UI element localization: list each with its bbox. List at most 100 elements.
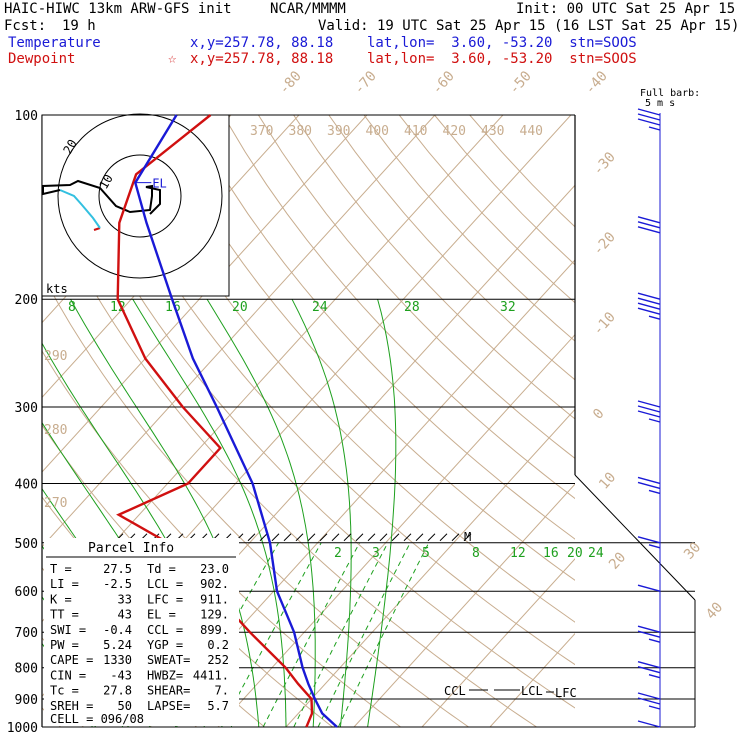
hodograph-trace-low	[93, 227, 101, 231]
valid-time: Valid: 19 UTC Sat 25 Apr 15 (16 LST Sat …	[318, 18, 740, 34]
wind-barb-flag	[637, 297, 661, 305]
barb-key-line1: Full barb:	[640, 88, 700, 99]
wind-barb-flag	[637, 536, 661, 544]
theta-label: 400	[366, 124, 389, 139]
wind-barb-half	[648, 705, 661, 710]
isotherm-label: -50	[506, 68, 535, 98]
fcst-value: 19 h	[62, 18, 96, 34]
hodograph-units: kts	[46, 282, 68, 296]
parcel-value: 252	[207, 653, 229, 667]
wind-barb-flag	[637, 476, 661, 485]
wind-barb-half	[648, 489, 661, 495]
ccl-label: CCL	[444, 684, 466, 698]
wind-barb-flag	[637, 630, 661, 638]
parcel-key: SWI =	[50, 623, 86, 637]
wind-barb-flag	[637, 400, 661, 408]
parcel-key: SREH =	[50, 699, 93, 713]
temperature-info: x,y=257.78, 88.18 lat,lon= 3.60, -53.20 …	[190, 35, 637, 51]
moist-adiabat-label: 24	[312, 300, 328, 315]
wind-barb-flag	[637, 108, 661, 116]
wind-barb-flag	[637, 221, 661, 229]
wind-barb-flag	[637, 307, 661, 315]
mixing-ratio-label: 24	[588, 546, 604, 561]
parcel-value: 899.	[200, 623, 229, 637]
parcel-value: 33	[118, 592, 132, 606]
parcel-key: LAPSE=	[147, 699, 190, 713]
hodograph-ring-label: 20	[60, 137, 79, 157]
wind-barb-half	[648, 315, 661, 320]
temperature-legend: Temperature	[8, 35, 101, 51]
wind-barb-flag	[637, 405, 661, 413]
isotherm-label: -30	[590, 149, 619, 179]
mixing-ratio-label: 2	[334, 546, 342, 561]
wind-barb-flag	[637, 661, 661, 669]
parcel-key: EL =	[147, 608, 176, 622]
pressure-tick-label: 700	[15, 626, 38, 641]
parcel-value: -43	[110, 668, 132, 682]
pressure-tick-label: 200	[15, 293, 38, 308]
parcel-value: 7.	[215, 684, 229, 698]
parcel-value: 911.	[200, 592, 229, 606]
hodograph-ring-label: 10	[96, 172, 115, 192]
mixing-ratio-label: 5	[422, 546, 430, 561]
isotherm-label: -20	[590, 229, 619, 259]
hodograph-trace-upper	[42, 179, 161, 215]
dewpoint-curve	[116, 114, 314, 728]
isotherm-label: -40	[582, 68, 611, 98]
parcel-value: 27.8	[103, 684, 132, 698]
mixing-ratio-label: 16	[543, 546, 559, 561]
parcel-key: YGP =	[147, 638, 183, 652]
parcel-key: LI =	[50, 577, 79, 591]
theta-label: 420	[443, 124, 466, 139]
fcst-label: Fcst:	[4, 18, 47, 34]
parcel-key: HWBZ=	[147, 668, 183, 682]
theta-label: 440	[520, 124, 543, 139]
parcel-value: 902.	[200, 577, 229, 591]
wind-barb-half	[648, 638, 661, 643]
moist-adiabat-label: 8	[68, 300, 76, 315]
dewpoint-info: x,y=257.78, 88.18 lat,lon= 3.60, -53.20 …	[190, 51, 637, 67]
isotherm-label: -10	[590, 309, 619, 339]
dewpoint-legend: Dewpoint	[8, 51, 76, 67]
wind-barb-flag	[637, 584, 661, 592]
isotherm-label: 10	[596, 469, 619, 492]
parcel-value: 0.2	[207, 638, 229, 652]
parcel-key: PW =	[50, 638, 79, 652]
parcel-value: 5.24	[103, 638, 132, 652]
wind-barb-flag	[637, 625, 661, 633]
parcel-key: LFC =	[147, 592, 183, 606]
parcel-value: 50	[118, 699, 132, 713]
wind-barb-flag	[637, 113, 661, 121]
moist-adiabat-label: 28	[404, 300, 420, 315]
mixing-ratio-label: 8	[472, 546, 480, 561]
pressure-tick-label: 400	[15, 477, 38, 492]
isotherm-label: 0	[590, 406, 608, 423]
wind-barb-flag	[637, 118, 661, 126]
theta-label: 370	[250, 124, 273, 139]
mixing-ratio-label: 12	[510, 546, 526, 561]
dewpoint-star: ☆	[168, 51, 177, 67]
theta-label: 410	[404, 124, 427, 139]
parcel-key: LCL =	[147, 577, 183, 591]
moist-adiabat-label: 32	[500, 300, 516, 315]
wind-barb-flag	[637, 302, 661, 310]
freezing-level-label: M	[464, 530, 471, 544]
isotherm-label: -80	[276, 68, 305, 98]
el-label: EL	[152, 177, 166, 191]
pressure-tick-label: 500	[15, 537, 38, 552]
wind-barb-flag	[637, 481, 661, 490]
pressure-tick-label: 800	[15, 662, 38, 677]
isotherm-label: 40	[703, 599, 726, 622]
temperature-curve	[134, 114, 338, 728]
wind-barb-flag	[637, 292, 661, 300]
parcel-value: 43	[118, 608, 132, 622]
org-label: NCAR/MMMM	[270, 1, 346, 17]
parcel-value: 129.	[200, 608, 229, 622]
theta-label: 270	[44, 496, 67, 511]
theta-label: 430	[481, 124, 504, 139]
parcel-cell: CELL = 096/08	[50, 712, 144, 726]
parcel-key: CCL =	[147, 623, 183, 637]
wind-barb-half	[648, 674, 661, 679]
pressure-tick-label: 1000	[7, 721, 38, 736]
